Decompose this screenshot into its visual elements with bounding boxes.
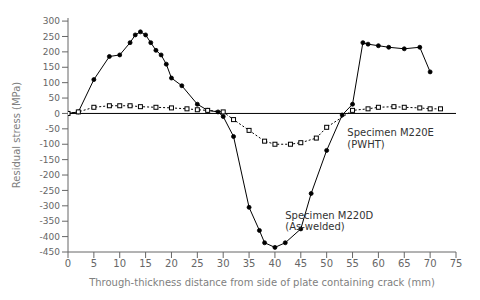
svg-text:250: 250 [43,32,60,42]
svg-text:200: 200 [43,47,60,57]
svg-text:15: 15 [139,258,152,269]
svg-text:300: 300 [43,16,60,26]
svg-text:25: 25 [191,258,204,269]
svg-text:50: 50 [320,258,333,269]
svg-text:45: 45 [294,258,307,269]
svg-text:0: 0 [54,109,60,119]
svg-text:60: 60 [372,258,385,269]
svg-text:-50: -50 [45,124,60,134]
svg-text:-300: -300 [40,201,61,211]
svg-text:150: 150 [43,62,60,72]
svg-text:55: 55 [346,258,359,269]
svg-text:-200: -200 [40,170,61,180]
svg-text:50: 50 [49,93,61,103]
svg-text:100: 100 [43,78,60,88]
svg-text:65: 65 [398,258,411,269]
svg-text:-400: -400 [40,232,61,242]
svg-text:20: 20 [165,258,178,269]
svg-text:-150: -150 [40,155,61,165]
svg-text:10: 10 [113,258,126,269]
svg-text:Through-thickness distance fro: Through-thickness distance from side of … [88,277,435,288]
svg-text:75: 75 [450,258,463,269]
svg-text:5: 5 [91,258,97,269]
svg-text:40: 40 [269,258,282,269]
svg-text:30: 30 [217,258,230,269]
svg-text:Specimen M220E(PWHT): Specimen M220E(PWHT) [347,127,434,150]
svg-text:Residual stress (MPa): Residual stress (MPa) [11,82,22,188]
svg-text:-350: -350 [40,216,61,226]
svg-text:0: 0 [65,258,71,269]
svg-text:-250: -250 [40,186,61,196]
svg-text:-100: -100 [40,139,61,149]
svg-text:35: 35 [243,258,256,269]
svg-text:-450: -450 [40,247,61,257]
svg-text:Specimen M220D(As-welded): Specimen M220D(As-welded) [285,210,373,233]
svg-text:70: 70 [424,258,437,269]
